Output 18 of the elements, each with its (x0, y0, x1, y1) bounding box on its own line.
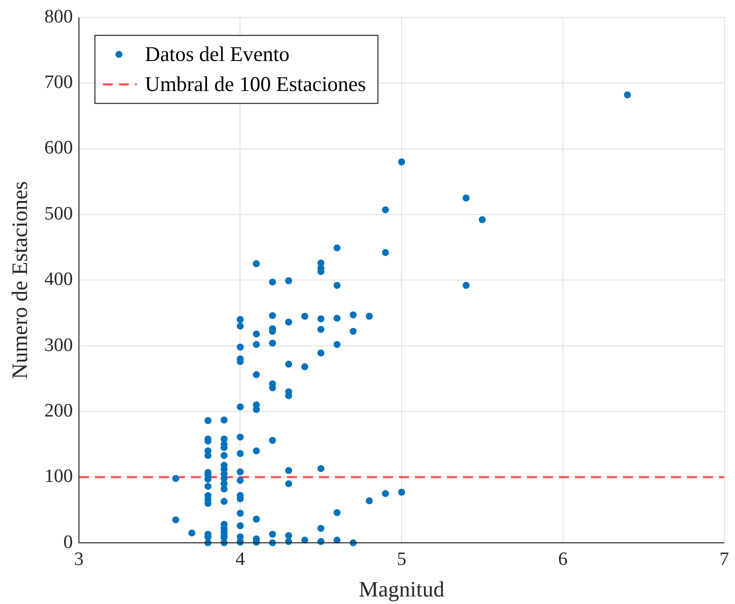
x-tick-label: 7 (720, 549, 729, 570)
x-tick-label: 6 (558, 549, 568, 570)
x-axis-title: Magnitud (358, 576, 444, 602)
y-tick-label: 400 (44, 269, 73, 290)
y-tick-label: 800 (44, 6, 73, 28)
y-tick-label: 700 (44, 72, 73, 94)
y-tick-label: 600 (44, 138, 73, 159)
x-tick-label: 5 (396, 549, 406, 570)
x-tick-label: 4 (235, 549, 246, 570)
legend-label: Umbral de 100 Estaciones (144, 72, 366, 96)
y-tick-label: 200 (44, 400, 73, 422)
legend-label: Datos del Evento (144, 42, 290, 66)
y-axis-title: Numero de Estaciones (6, 181, 32, 380)
y-tick-label: 100 (44, 466, 73, 488)
x-tick-label: 3 (74, 549, 84, 570)
y-tick-label: 0 (63, 532, 73, 553)
y-tick-label: 500 (44, 203, 73, 224)
y-tick-label: 300 (44, 334, 73, 356)
